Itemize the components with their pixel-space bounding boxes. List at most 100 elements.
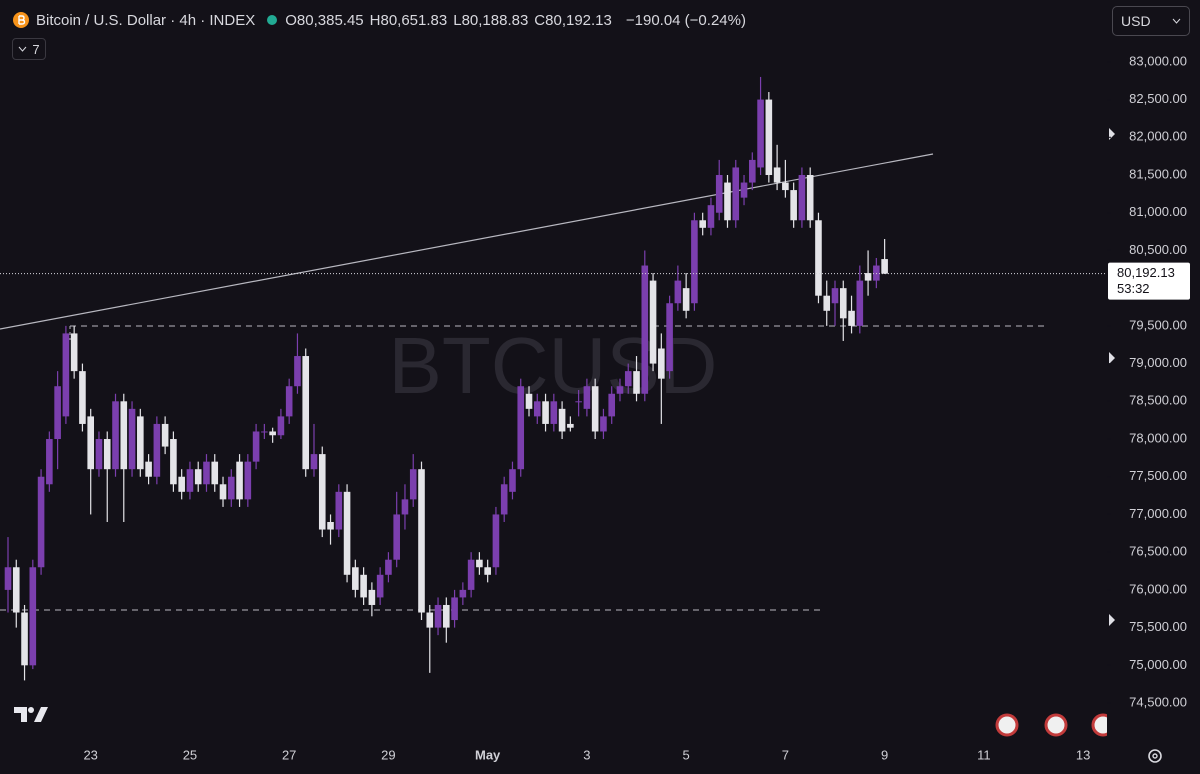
candle-body xyxy=(302,356,310,470)
logo xyxy=(14,707,48,722)
y-tick-label: 82,000.00 xyxy=(1129,129,1187,144)
candle-body xyxy=(401,499,409,515)
candle-body xyxy=(839,288,847,319)
currency[interactable]: USD xyxy=(1121,13,1151,29)
y-tick-label: 81,000.00 xyxy=(1129,204,1187,219)
y-tick-label: 75,500.00 xyxy=(1129,619,1187,634)
candle-body xyxy=(178,476,185,492)
y-tick-label: 76,000.00 xyxy=(1129,581,1187,596)
candle-body xyxy=(831,288,839,304)
candle-body xyxy=(467,559,475,590)
x-tick-label: 7 xyxy=(782,747,789,762)
candle-body xyxy=(170,439,177,485)
chevron-path[interactable] xyxy=(18,46,27,52)
candle-body xyxy=(310,454,318,470)
y-tick-label: 81,500.00 xyxy=(1129,166,1187,181)
candle-body xyxy=(856,280,864,326)
field-label: O xyxy=(285,11,297,29)
candle-body xyxy=(749,159,756,183)
candle-body xyxy=(343,491,351,575)
indicators-toggle[interactable]: 7 xyxy=(12,38,46,60)
candle-body xyxy=(691,220,698,304)
candle-body xyxy=(418,469,425,613)
candle-body xyxy=(376,574,384,598)
arrow xyxy=(1109,128,1115,140)
y-tick-label: 77,500.00 xyxy=(1129,468,1187,483)
x-tick-label: 27 xyxy=(282,747,296,762)
candle-body xyxy=(823,295,831,311)
y-tick-label: 76,500.00 xyxy=(1129,544,1187,559)
candle-body xyxy=(500,484,508,515)
candle-body xyxy=(848,310,855,326)
candle-body xyxy=(674,280,682,304)
candle-body xyxy=(575,401,582,403)
candle-body xyxy=(409,469,417,500)
y-tick-label: 74,500.00 xyxy=(1129,694,1187,709)
candle-body xyxy=(682,288,690,311)
candles xyxy=(4,76,888,681)
status-dot xyxy=(267,15,278,25)
candle-body xyxy=(567,423,574,428)
candle-body xyxy=(864,273,872,281)
x-tick-label: 11 xyxy=(977,747,991,762)
candle-body xyxy=(542,401,549,424)
event-flag xyxy=(995,713,1019,737)
chevron[interactable] xyxy=(18,46,27,52)
candle-body xyxy=(798,175,806,221)
candle-body xyxy=(790,190,797,221)
candle-body xyxy=(740,182,748,198)
legend-header: Bitcoin / U.S. Dollar · 4h · INDEX O80,3… xyxy=(12,9,746,31)
chevron[interactable] xyxy=(1172,18,1181,24)
candle-body xyxy=(54,386,61,440)
candle-body xyxy=(29,567,37,666)
y-tick-label: 79,500.00 xyxy=(1129,317,1187,332)
ohlc-fields: O80,385.45 H80,651.83 L80,188.83 C80,192.13 xyxy=(285,12,618,29)
field-label: H xyxy=(369,11,381,29)
candle-body xyxy=(211,461,219,485)
x-tick-label: 25 xyxy=(183,747,197,762)
candle-body xyxy=(533,401,541,417)
price-tag-label: 80,192.13 xyxy=(1117,265,1175,280)
candle-body xyxy=(186,469,194,492)
arrow xyxy=(1109,352,1115,364)
candle-body xyxy=(633,371,640,394)
candle-body xyxy=(294,356,301,387)
candle-body xyxy=(261,431,268,433)
settings-icon[interactable] xyxy=(1148,749,1162,763)
candle-body xyxy=(137,416,144,470)
candle-body xyxy=(12,567,20,613)
candle-body xyxy=(666,303,673,372)
candle-body xyxy=(881,259,888,274)
candle-body xyxy=(641,265,649,394)
logo-part xyxy=(28,707,34,713)
gear-center[interactable] xyxy=(1152,753,1158,759)
y-tick-label: 78,000.00 xyxy=(1129,430,1187,445)
candle-body xyxy=(46,439,53,485)
candle-body xyxy=(517,386,525,470)
candle-body xyxy=(252,431,260,462)
field-label: L xyxy=(453,11,462,29)
candle-body xyxy=(21,612,28,666)
chevron-path[interactable] xyxy=(1172,18,1181,24)
candle-body xyxy=(385,559,392,575)
field-value: 80,192.13 xyxy=(545,11,612,29)
candle-body xyxy=(707,205,715,228)
currency-select[interactable]: USD xyxy=(1112,6,1190,36)
event-icons xyxy=(995,700,1200,740)
candle-body xyxy=(451,597,458,621)
y-tick-label: 77,000.00 xyxy=(1129,506,1187,521)
candle-body xyxy=(360,574,367,598)
candle-body xyxy=(608,393,616,417)
candle-body xyxy=(815,220,822,296)
candle-body xyxy=(244,461,252,500)
candle-body xyxy=(873,265,880,281)
y-tick-label: 79,000.00 xyxy=(1129,355,1187,370)
candle-body xyxy=(443,604,450,628)
candle-body xyxy=(658,348,665,379)
candle-body xyxy=(806,175,814,221)
indicator-count[interactable]: 7 xyxy=(32,41,40,57)
countdown: 53:32 xyxy=(1117,281,1150,296)
gear[interactable] xyxy=(1148,749,1162,763)
candle-body xyxy=(426,612,434,628)
